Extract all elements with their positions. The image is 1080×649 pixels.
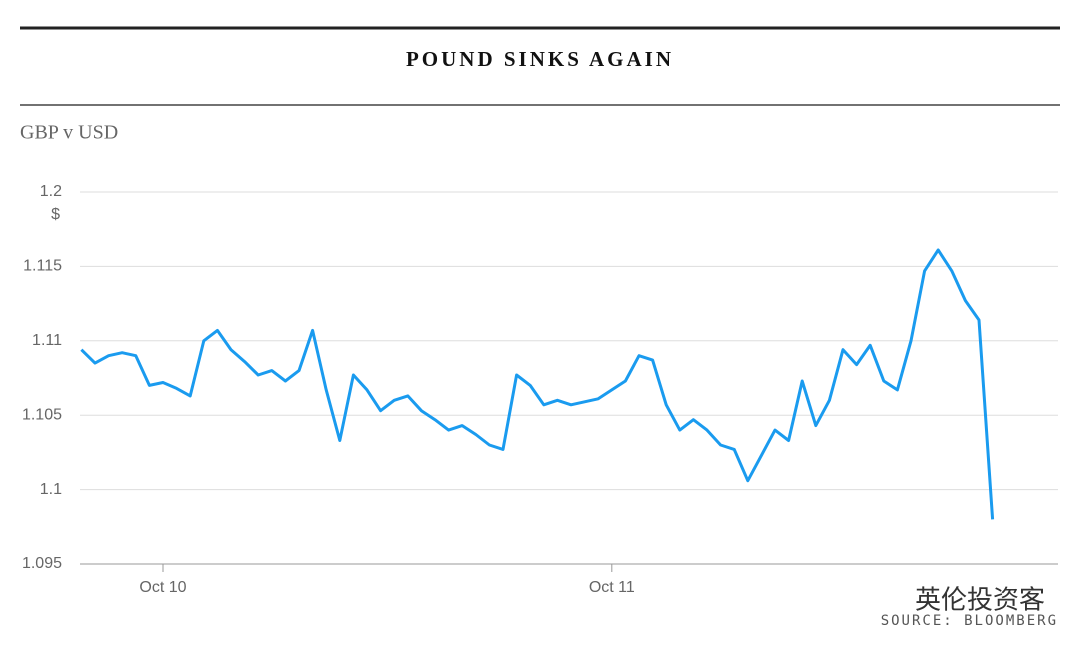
y-unit: $ — [51, 206, 60, 223]
line-series — [80, 248, 995, 520]
y-tick-label: 1.095 — [22, 555, 62, 572]
y-axis-label: GBP v USD — [20, 122, 118, 144]
y-tick-label: 1.105 — [22, 406, 62, 423]
watermark: 英伦投资客 — [915, 586, 1045, 616]
y-tick-label: 1.11 — [32, 332, 62, 349]
chart-title: POUND SINKS AGAIN — [406, 47, 674, 71]
y-tick-label: 1.115 — [23, 258, 62, 275]
x-tick-label: Oct 10 — [139, 579, 186, 596]
x-tick-label: Oct 11 — [589, 579, 635, 596]
y-tick-label: 1.1 — [40, 481, 62, 498]
y-tick-label: 1.2 — [40, 183, 62, 200]
source: SOURCE: BLOOMBERG — [881, 613, 1058, 629]
